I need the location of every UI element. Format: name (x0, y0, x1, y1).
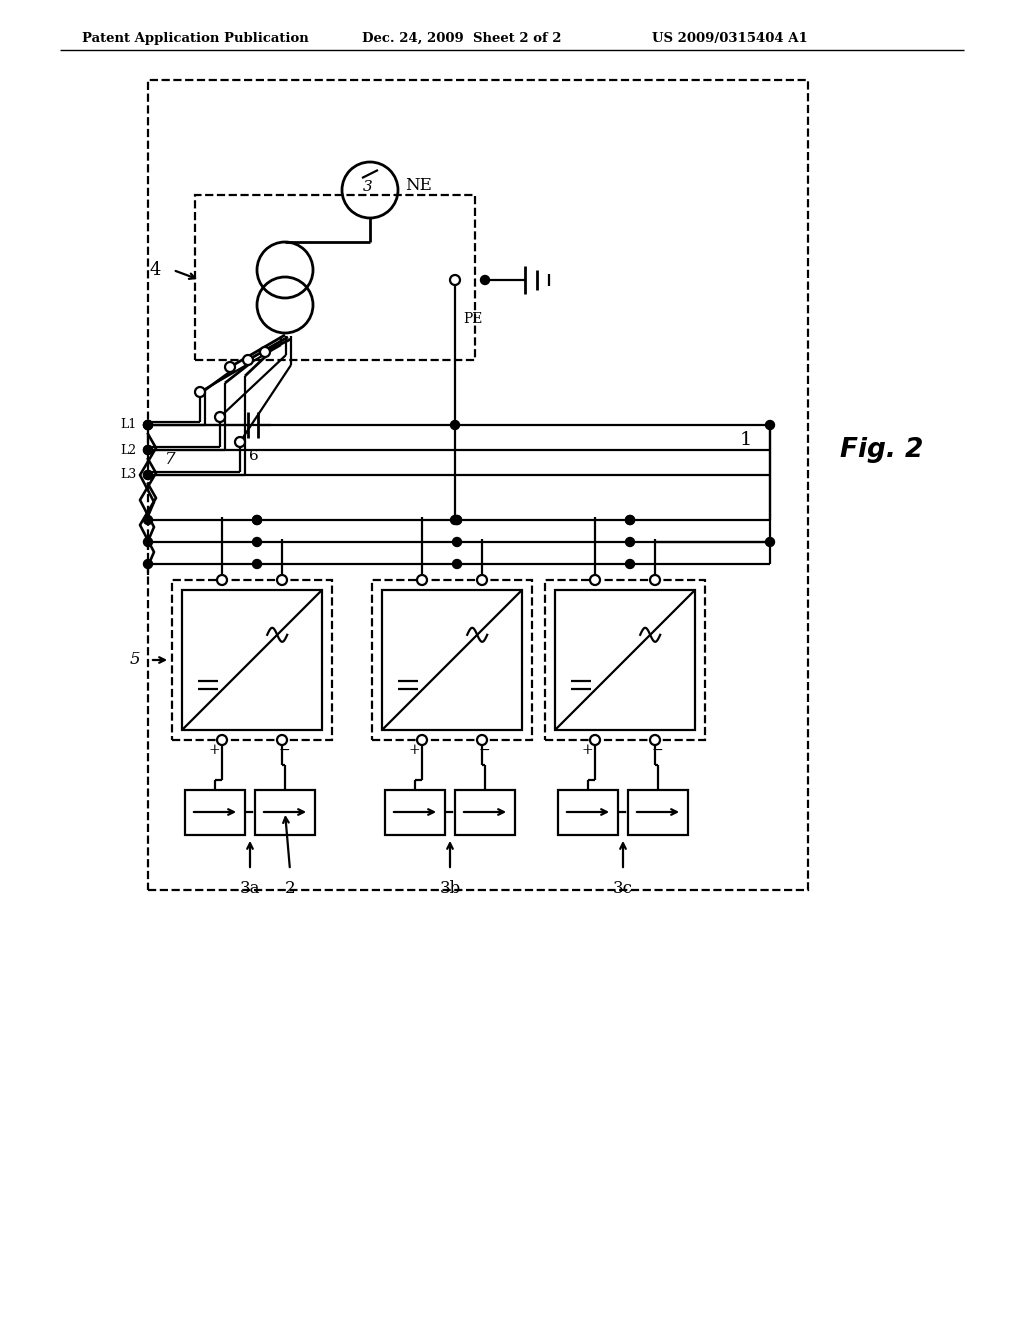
Text: 7: 7 (165, 451, 176, 469)
Text: 3: 3 (364, 180, 373, 194)
Text: NE: NE (406, 177, 432, 194)
Circle shape (626, 516, 635, 524)
Circle shape (480, 276, 489, 285)
Bar (372, 579, 532, 741)
Bar (255, 789, 315, 836)
Text: +: + (409, 743, 420, 756)
Circle shape (253, 516, 261, 524)
Circle shape (626, 516, 635, 524)
Circle shape (143, 446, 153, 454)
Text: PE: PE (463, 312, 482, 326)
Text: 2: 2 (285, 880, 295, 898)
Circle shape (417, 576, 427, 585)
Bar (172, 579, 332, 741)
Circle shape (143, 421, 153, 429)
Text: +: + (582, 743, 593, 756)
Circle shape (253, 560, 261, 569)
Circle shape (453, 537, 462, 546)
Circle shape (217, 735, 227, 744)
Text: 6: 6 (249, 449, 259, 463)
Text: −: − (279, 743, 290, 756)
Text: 4: 4 (150, 261, 162, 279)
Circle shape (453, 516, 462, 524)
Circle shape (626, 560, 635, 569)
Circle shape (143, 470, 153, 479)
Circle shape (243, 355, 253, 366)
Bar (628, 789, 688, 836)
Circle shape (143, 421, 153, 429)
Circle shape (143, 446, 153, 454)
Text: L3: L3 (120, 469, 136, 482)
Circle shape (650, 576, 660, 585)
Text: 3b: 3b (439, 880, 461, 898)
Text: Fig. 2: Fig. 2 (840, 437, 924, 463)
Bar (148, 81, 808, 890)
Circle shape (234, 437, 245, 447)
Circle shape (590, 735, 600, 744)
Text: −: − (651, 743, 663, 756)
Circle shape (450, 275, 460, 285)
Bar (185, 789, 245, 836)
Circle shape (143, 421, 153, 429)
Circle shape (590, 576, 600, 585)
Circle shape (225, 362, 234, 372)
Circle shape (217, 576, 227, 585)
Circle shape (278, 576, 287, 585)
Circle shape (451, 516, 460, 524)
Text: US 2009/0315404 A1: US 2009/0315404 A1 (652, 32, 808, 45)
Circle shape (417, 735, 427, 744)
Circle shape (143, 537, 153, 546)
Circle shape (215, 412, 225, 422)
Circle shape (253, 537, 261, 546)
Text: 3c: 3c (613, 880, 633, 898)
Text: +: + (208, 743, 220, 756)
Bar (195, 195, 475, 360)
Bar (455, 789, 515, 836)
Circle shape (766, 421, 774, 429)
Bar (182, 590, 322, 730)
Circle shape (453, 516, 462, 524)
Circle shape (143, 560, 153, 569)
Circle shape (766, 537, 774, 546)
Text: 3a: 3a (240, 880, 260, 898)
Text: −: − (478, 743, 489, 756)
Circle shape (453, 560, 462, 569)
Bar (558, 789, 618, 836)
Text: L2: L2 (120, 444, 136, 457)
Text: L1: L1 (120, 418, 136, 432)
Circle shape (260, 347, 270, 356)
Bar (382, 590, 522, 730)
Circle shape (278, 735, 287, 744)
Circle shape (626, 537, 635, 546)
Circle shape (143, 516, 153, 524)
Text: Dec. 24, 2009  Sheet 2 of 2: Dec. 24, 2009 Sheet 2 of 2 (362, 32, 561, 45)
Circle shape (477, 576, 487, 585)
Bar (555, 590, 695, 730)
Circle shape (451, 421, 460, 429)
Circle shape (650, 735, 660, 744)
Circle shape (195, 387, 205, 397)
Bar (385, 789, 445, 836)
Circle shape (143, 470, 153, 479)
Text: Patent Application Publication: Patent Application Publication (82, 32, 309, 45)
Text: 5: 5 (130, 652, 140, 668)
Circle shape (253, 516, 261, 524)
Bar (545, 579, 705, 741)
Text: 1: 1 (740, 432, 753, 449)
Circle shape (477, 735, 487, 744)
